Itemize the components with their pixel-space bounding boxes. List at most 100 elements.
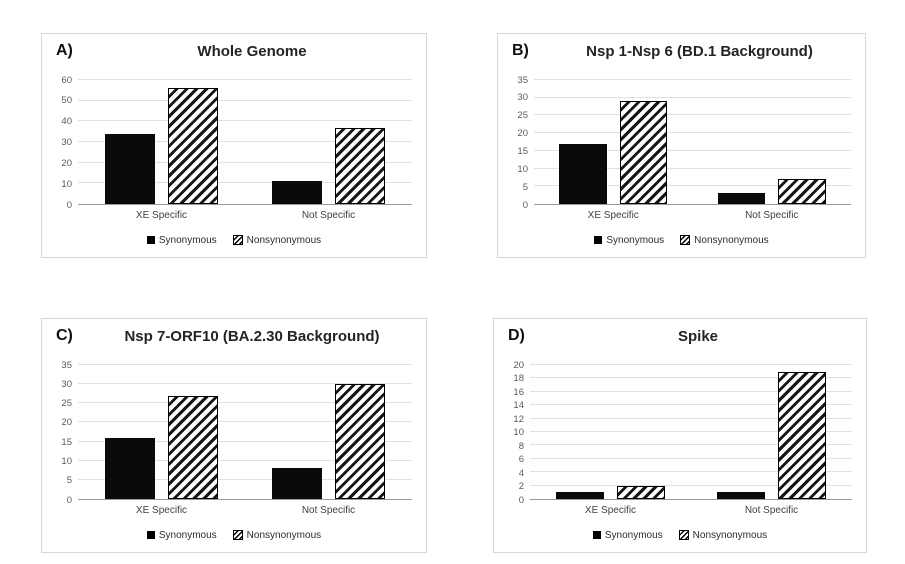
gridline — [530, 390, 852, 392]
chart-panel-nsp7-orf10: C) Nsp 7-ORF10 (BA.2.30 Background) 0 5 10… — [41, 318, 427, 553]
y-tick-label: 20 — [517, 127, 528, 139]
chart-body: 0 2 4 6 8 10 12 14 16 18 20 — [504, 360, 856, 504]
y-tick-label: 15 — [517, 145, 528, 157]
legend-label: Synonymous — [604, 529, 663, 541]
gridline — [530, 431, 852, 432]
legend-swatch-solid-icon — [146, 236, 155, 244]
y-tick-label: 6 — [518, 453, 524, 465]
bar-group-xe-specific — [534, 80, 693, 204]
y-tick-label: 25 — [61, 397, 72, 409]
bar-group-not-specific — [245, 365, 412, 499]
panel-letter: A) — [56, 42, 73, 59]
y-tick-label: 20 — [61, 157, 72, 169]
legend-swatch-hatched-icon — [680, 235, 691, 245]
bar-group-xe-specific — [78, 80, 245, 204]
gridline — [78, 120, 412, 122]
gridline — [534, 96, 851, 98]
plot-area — [530, 364, 852, 500]
legend-label: Nonsynonymous — [694, 234, 769, 246]
y-axis-tick-labels: 0 5 10 15 20 25 30 35 — [52, 360, 78, 504]
plot-area — [78, 364, 412, 500]
gridline — [530, 484, 852, 486]
bar-synonymous-xe-specific — [555, 492, 605, 499]
gridline — [530, 444, 852, 446]
legend-label: Nonsynonymous — [246, 529, 322, 541]
bar-synonymous-not-specific — [716, 492, 766, 499]
x-category-label-not-specific: Not Specific — [745, 210, 799, 221]
x-axis-labels: XE Specific Not Specific — [78, 210, 412, 225]
chart-title: Whole Genome — [197, 43, 307, 60]
x-category-label-xe-specific: XE Specific — [587, 210, 639, 221]
gridline — [78, 459, 412, 461]
y-tick-label: 10 — [61, 178, 72, 190]
legend-swatch-hatched-icon — [232, 235, 243, 245]
y-tick-label: 16 — [513, 386, 524, 398]
plot-area — [534, 79, 852, 205]
gridline — [534, 79, 851, 80]
chart-body: 0 5 10 15 20 25 30 35 — [508, 75, 855, 209]
bar-group-not-specific — [691, 365, 852, 499]
y-tick-label: 0 — [66, 494, 72, 506]
gridline — [534, 132, 851, 134]
bar-group-not-specific — [693, 80, 852, 204]
chart-body: 0 5 10 15 20 25 30 35 — [52, 360, 416, 504]
gridline — [78, 383, 412, 385]
legend-swatch-solid-icon — [594, 236, 603, 244]
x-category-label-not-specific: Not Specific — [744, 505, 799, 516]
bar-nonsynonymous-not-specific — [335, 384, 386, 499]
legend-swatch-hatched-icon — [232, 530, 243, 540]
chart-title: Nsp 1-Nsp 6 (BD.1 Background) — [586, 43, 813, 60]
chart-panel-spike: D) Spike 0 2 4 6 8 10 12 14 16 18 20 XE Specific No… — [493, 318, 867, 553]
y-tick-label: 30 — [61, 378, 72, 390]
y-tick-label: 5 — [522, 181, 528, 193]
chart-header: B) Nsp 1-Nsp 6 (BD.1 Background) — [508, 40, 855, 72]
y-tick-label: 10 — [517, 163, 528, 175]
y-axis-tick-labels: 0 10 20 30 40 50 60 — [52, 75, 78, 209]
bar-nonsynonymous-xe-specific — [616, 485, 666, 499]
bar-synonymous-not-specific — [271, 181, 322, 204]
x-category-label-xe-specific: XE Specific — [584, 505, 637, 516]
chart-header: C) Nsp 7-ORF10 (BA.2.30 Background) — [52, 325, 416, 357]
gridline — [78, 99, 412, 101]
legend-item-nonsynonymous: Nonsynonymous — [232, 235, 321, 246]
y-tick-label: 25 — [517, 109, 528, 121]
legend-label: Synonymous — [158, 234, 217, 246]
y-tick-label: 20 — [61, 417, 72, 429]
legend-swatch-solid-icon — [592, 531, 601, 539]
legend-swatch-hatched-icon — [678, 530, 689, 540]
gridline — [78, 440, 412, 442]
chart-header: D) Spike — [504, 325, 856, 357]
y-tick-label: 40 — [61, 115, 72, 127]
legend-label: Synonymous — [606, 234, 665, 246]
bar-nonsynonymous-xe-specific — [168, 88, 219, 204]
y-axis-tick-labels: 0 2 4 6 8 10 12 14 16 18 20 — [504, 360, 530, 504]
chart-panel-nsp1-nsp6: B) Nsp 1-Nsp 6 (BD.1 Background) 0 5 10 15 2… — [497, 33, 866, 258]
gridline — [530, 364, 852, 365]
gridline — [534, 149, 851, 151]
y-axis-tick-labels: 0 5 10 15 20 25 30 35 — [508, 75, 534, 209]
legend: Synonymous Nonsynonymous — [52, 231, 416, 249]
legend-swatch-solid-icon — [146, 531, 155, 539]
x-category-label-xe-specific: XE Specific — [135, 210, 188, 221]
y-tick-label: 5 — [66, 474, 72, 486]
y-tick-label: 0 — [522, 199, 528, 211]
legend: Synonymous Nonsynonymous — [52, 526, 416, 544]
legend: Synonymous Nonsynonymous — [504, 526, 856, 544]
legend-label: Nonsynonymous — [692, 529, 768, 541]
y-tick-label: 2 — [518, 480, 524, 492]
y-tick-label: 20 — [513, 359, 524, 371]
chart-body: 0 10 20 30 40 50 60 — [52, 75, 416, 209]
bar-nonsynonymous-not-specific — [778, 179, 826, 204]
bar-synonymous-xe-specific — [559, 143, 607, 204]
y-tick-label: 18 — [513, 372, 524, 384]
legend-item-nonsynonymous: Nonsynonymous — [232, 529, 322, 541]
x-category-label-not-specific: Not Specific — [301, 505, 356, 516]
bar-synonymous-not-specific — [271, 468, 322, 499]
y-tick-label: 0 — [518, 494, 524, 506]
legend-item-synonymous: Synonymous — [594, 235, 664, 246]
x-axis-labels: XE Specific Not Specific — [530, 505, 852, 520]
bar-group-not-specific — [245, 80, 412, 204]
legend-item-synonymous: Synonymous — [146, 234, 217, 246]
chart-title: Spike — [677, 328, 719, 345]
panel-letter: B) — [512, 42, 529, 59]
